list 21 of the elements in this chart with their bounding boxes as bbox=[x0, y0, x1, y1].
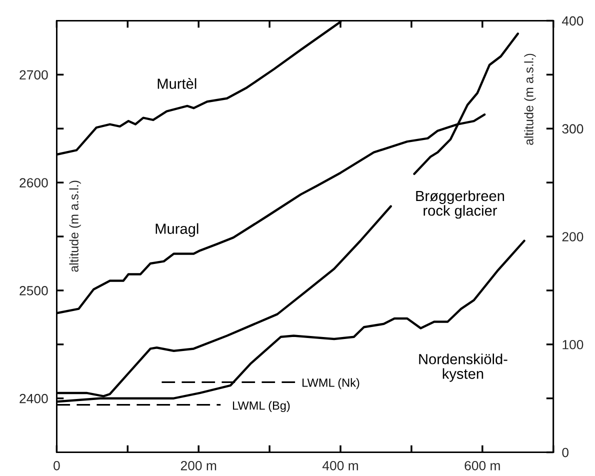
y2-tick-label: 200 bbox=[562, 232, 584, 242]
y-tick-label: 2400 bbox=[20, 394, 48, 404]
y2-tick-label: 400 bbox=[562, 16, 584, 26]
x-tick-label: 200 m bbox=[180, 460, 216, 470]
series-label: Nordenskiöld- kysten bbox=[419, 354, 508, 382]
series-label: Murtèl bbox=[158, 78, 196, 89]
y-tick-label: 2700 bbox=[20, 70, 48, 80]
x-tick-label: 0 bbox=[54, 460, 60, 470]
y-axis-title: altitude (m a.s.l.) bbox=[69, 180, 81, 272]
x-tick-label: 600 m bbox=[464, 460, 500, 470]
y-tick-label: 2600 bbox=[20, 178, 48, 188]
x-tick-label: 400 m bbox=[322, 460, 358, 470]
y-tick-label: 2500 bbox=[20, 286, 48, 296]
y2-tick-label: 0 bbox=[562, 448, 569, 458]
series-label: LWML (Nk) bbox=[302, 378, 360, 390]
y2-tick-label: 300 bbox=[562, 124, 584, 134]
y2-tick-label: 100 bbox=[562, 340, 584, 350]
y2-axis-title: altitude (m a.s.l.) bbox=[524, 54, 536, 145]
series-label: LWML (Bg) bbox=[232, 401, 290, 412]
series-label: Muragl bbox=[156, 223, 198, 237]
series-label: Brøggerbreen rock glacier bbox=[416, 190, 504, 219]
